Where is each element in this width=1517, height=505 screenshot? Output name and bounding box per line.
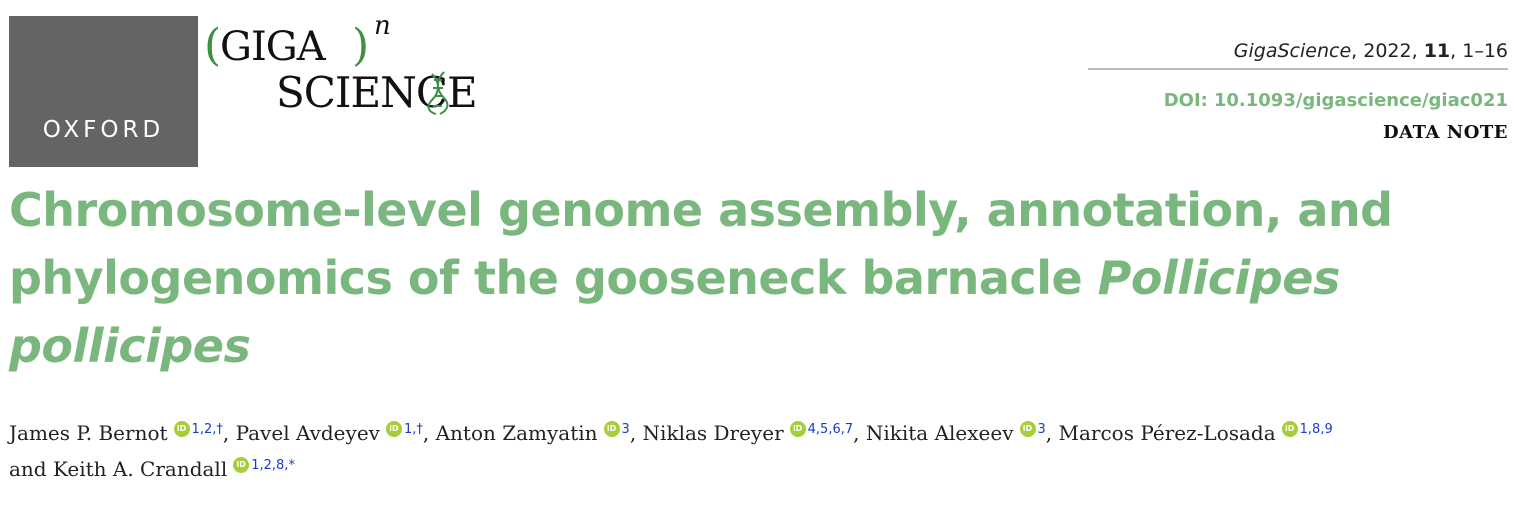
author-name[interactable]: Niklas Dreyer bbox=[642, 421, 784, 445]
journal-year: 2022 bbox=[1363, 40, 1412, 62]
author-affiliations[interactable]: 4,5,6,7 bbox=[807, 422, 854, 437]
author-affiliations[interactable]: 3 bbox=[1037, 422, 1046, 437]
author-list: James P. Bernot iD 1,2,†, Pavel Avdeyev iD 1… bbox=[9, 415, 1504, 487]
journal-name: GigaScience bbox=[1233, 40, 1352, 62]
logo-exponent: n bbox=[374, 11, 391, 41]
gigascience-logo[interactable]: ( GIGA ) n SCIENCE bbox=[204, 10, 504, 120]
logo-science: SCIENCE bbox=[276, 68, 477, 117]
orcid-icon[interactable]: iD bbox=[603, 421, 620, 437]
article-title: Chromosome-level genome assembly, annota… bbox=[9, 176, 1489, 380]
journal-pages: 1–16 bbox=[1462, 40, 1508, 62]
author-separator: , bbox=[222, 421, 236, 445]
author-affiliations[interactable]: 3 bbox=[621, 422, 630, 437]
publisher-name: OXFORD bbox=[42, 117, 165, 143]
title-text: Chromosome-level genome assembly, annota… bbox=[9, 183, 1393, 305]
author-separator: , bbox=[1045, 421, 1059, 445]
author-avdeyev: Pavel Avdeyev iD 1,† bbox=[236, 421, 423, 445]
dna-helix-icon bbox=[427, 71, 449, 115]
title-species: Pollicipes pollicipes bbox=[9, 251, 1340, 373]
author-name[interactable]: Anton Zamyatin bbox=[435, 421, 598, 445]
author-separator: , bbox=[629, 421, 643, 445]
author-name[interactable]: Nikita Alexeev bbox=[865, 421, 1014, 445]
author-zamyatin: Anton Zamyatin iD 3 bbox=[436, 421, 630, 445]
author-affiliations[interactable]: 1,† bbox=[403, 422, 423, 437]
author-name[interactable]: James P. Bernot bbox=[9, 421, 168, 445]
logo-open-paren: ( bbox=[204, 20, 221, 71]
journal-citation: GigaScience, 2022, 11, 1–16 bbox=[1088, 40, 1508, 70]
orcid-icon[interactable]: iD bbox=[789, 421, 806, 437]
author-separator: , bbox=[853, 421, 866, 445]
oxford-logo[interactable]: OXFORD bbox=[9, 16, 198, 167]
author-separator: , bbox=[422, 421, 436, 445]
author-affiliations[interactable]: 1,2,8,* bbox=[251, 458, 295, 473]
author-name[interactable]: Keith A. Crandall bbox=[52, 457, 228, 481]
author-alexeev: Nikita Alexeev iD 3 bbox=[866, 421, 1046, 445]
orcid-icon[interactable]: iD bbox=[385, 421, 402, 437]
article-type: DATA NOTE bbox=[1383, 122, 1508, 143]
logo-giga: GIGA bbox=[220, 24, 327, 70]
author-affiliations[interactable]: 1,8,9 bbox=[1299, 422, 1333, 437]
author-bernot: James P. Bernot iD 1,2,† bbox=[9, 421, 223, 445]
author-separator: and bbox=[9, 457, 53, 481]
author-name[interactable]: Pavel Avdeyev bbox=[235, 421, 380, 445]
doi-label: DOI: bbox=[1163, 90, 1208, 111]
orcid-icon[interactable]: iD bbox=[173, 421, 190, 437]
orcid-icon[interactable]: iD bbox=[1019, 421, 1036, 437]
logo-close-paren: ) bbox=[352, 20, 369, 71]
orcid-icon[interactable]: iD bbox=[1281, 421, 1298, 437]
author-crandall: Keith A. Crandall iD 1,2,8,* bbox=[53, 457, 295, 481]
author-name[interactable]: Marcos Pérez-Losada bbox=[1058, 421, 1276, 445]
doi-link[interactable]: DOI: 10.1093/gigascience/giac021 bbox=[1164, 90, 1508, 111]
author-perez-losada: Marcos Pérez-Losada iD 1,8,9 bbox=[1059, 421, 1333, 445]
doi-value: 10.1093/gigascience/giac021 bbox=[1213, 90, 1508, 111]
orcid-icon[interactable]: iD bbox=[233, 457, 250, 473]
journal-volume: 11 bbox=[1423, 40, 1451, 62]
author-dreyer: Niklas Dreyer iD 4,5,6,7 bbox=[642, 421, 854, 445]
author-affiliations[interactable]: 1,2,† bbox=[191, 422, 223, 437]
